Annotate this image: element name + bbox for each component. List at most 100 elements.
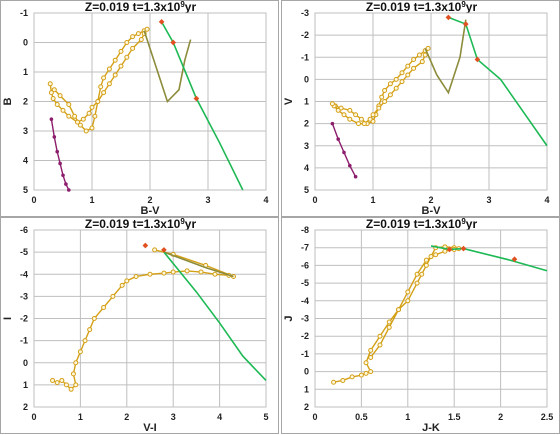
data-point: [82, 338, 88, 344]
y-tick-label: 0: [304, 367, 309, 377]
data-point: [347, 107, 353, 113]
data-point: [393, 76, 399, 82]
data-point: [101, 75, 107, 81]
data-point: [353, 174, 358, 179]
y-tick-label: -5: [301, 278, 309, 288]
data-point: [460, 245, 467, 252]
data-point: [142, 242, 149, 249]
data-point: [370, 112, 376, 118]
data-point: [86, 110, 92, 116]
y-axis-label: V: [283, 97, 295, 105]
data-point: [66, 113, 72, 119]
y-tick-label: 1: [23, 380, 28, 390]
y-axis-label: J: [283, 315, 295, 321]
data-point: [89, 104, 95, 110]
data-point: [52, 135, 57, 139]
data-point: [376, 105, 382, 111]
data-point: [382, 87, 388, 93]
data-point: [91, 316, 97, 321]
data-point: [95, 99, 101, 104]
y-tick-label: -6: [20, 225, 28, 235]
data-point: [405, 63, 411, 69]
y-tick-label: -8: [301, 225, 309, 235]
plot-area: [33, 12, 267, 191]
data-point: [387, 92, 393, 98]
data-point: [73, 360, 79, 366]
chart-title: Z=0.019 t=1.3x109yr: [85, 0, 197, 14]
x-axis-label: B-V: [141, 205, 161, 217]
x-tick-label: 2: [124, 412, 129, 422]
data-point: [61, 173, 65, 178]
y-tick-label: -6: [301, 260, 309, 270]
y-tick-label: 1: [304, 97, 309, 107]
data-point: [358, 116, 364, 122]
y-tick-label: 2: [23, 402, 28, 412]
data-point: [347, 116, 353, 122]
y-axis-label: I: [2, 317, 14, 320]
chart-svg: Z=0.019 t=1.3x109yr 0 0.5 1 1.5 2 2.5 -8 -7 -6 -5 -…: [283, 217, 553, 435]
data-point: [414, 280, 420, 286]
x-tick-label: 4: [263, 195, 268, 205]
data-point: [133, 273, 139, 279]
x-tick-label: 0: [312, 195, 317, 205]
y-tick-label: 0: [23, 38, 28, 48]
data-point: [353, 112, 359, 118]
data-point: [60, 107, 66, 113]
chart-i-vs-vi: Z=0.019 t=1.3x109yr 0 1 2 3 4 5 -6 -5 -4 -3 -2 -1 0 1 2…: [0, 217, 279, 434]
data-point: [336, 137, 340, 141]
data-point: [98, 84, 104, 90]
series-line: [143, 30, 192, 103]
series-line: [52, 249, 234, 391]
data-point: [130, 45, 136, 51]
data-point: [80, 116, 86, 122]
x-tick-label: 5: [263, 412, 268, 422]
series-line: [424, 19, 467, 95]
data-point: [368, 369, 374, 375]
data-point: [161, 247, 167, 253]
x-tick-label: 0.5: [355, 412, 368, 422]
data-point: [414, 271, 420, 277]
data-point: [212, 271, 218, 277]
y-tick-label: 5: [304, 185, 309, 195]
series-line: [49, 27, 150, 132]
y-tick-label: -4: [20, 269, 28, 279]
plot-area: [314, 12, 548, 191]
x-tick-label: 1: [370, 195, 375, 205]
data-point: [101, 304, 107, 310]
data-point: [112, 57, 118, 63]
y-tick-label: 4: [304, 163, 309, 173]
data-point: [124, 278, 130, 284]
data-point: [119, 282, 125, 288]
y-tick-label: -1: [301, 52, 309, 62]
x-tick-label: 4: [544, 195, 549, 205]
data-point: [396, 307, 402, 313]
data-point: [462, 21, 469, 27]
y-tick-label: 1: [304, 384, 309, 394]
x-tick-label: 2: [147, 195, 152, 205]
chart-v-vs-bv: Z=0.019 t=1.3x109yr 0 1 2 3 4 -3 -2 -1 0 1 2 3 4 5 B-V V: [281, 0, 560, 217]
y-tick-label: 0: [304, 74, 309, 84]
data-point: [198, 269, 204, 275]
x-tick-label: 3: [205, 195, 210, 205]
data-point: [445, 14, 452, 21]
data-point: [152, 247, 158, 253]
x-axis-label: B-V: [422, 205, 442, 217]
x-tick-label: 2: [428, 195, 433, 205]
data-point: [335, 107, 341, 113]
series-line: [50, 119, 70, 191]
data-point: [423, 262, 429, 268]
x-tick-label: 3: [486, 195, 491, 205]
y-tick-label: -2: [20, 314, 28, 324]
chart-title: Z=0.019 t=1.3x109yr: [85, 217, 197, 232]
x-tick-label: 1.5: [448, 412, 461, 422]
series-line: [448, 16, 548, 147]
data-point: [144, 26, 150, 32]
data-point: [348, 163, 352, 168]
data-point: [405, 72, 411, 78]
plot-area: [33, 229, 267, 408]
data-point: [72, 113, 78, 119]
y-tick-label: 2: [304, 119, 309, 129]
data-point: [124, 40, 130, 45]
data-point: [379, 94, 385, 100]
data-point: [387, 81, 393, 87]
